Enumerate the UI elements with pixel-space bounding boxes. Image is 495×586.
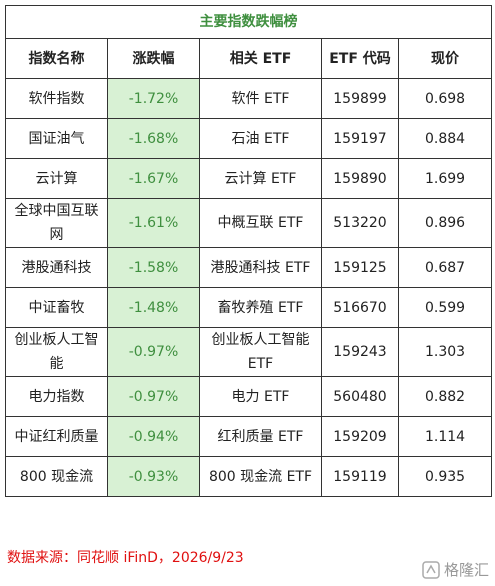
cell: 159209 [321,416,399,457]
cell: 云计算 [5,158,108,199]
cell: 0.599 [397,287,493,328]
cell: 石油 ETF [199,118,322,159]
cell: 159197 [321,118,399,159]
cell: 159243 [321,327,399,377]
source-note: 数据来源：同花顺 iFinD，2026/9/23 [7,550,244,566]
cell: 国证油气 [5,118,108,159]
data-row: 中证畜牧 -1.48% 畜牧养殖 ETF 516670 0.599 [5,287,493,328]
cell: 红利质量 ETF [199,416,322,457]
change-cell: -1.67% [107,158,200,199]
cell: 创业板人工智能 ETF [199,327,322,377]
cell: 软件 ETF [199,78,322,119]
data-row: 电力指数 -0.97% 电力 ETF 560480 0.882 [5,376,493,417]
change-cell: -1.72% [107,78,200,119]
cell: 159119 [321,456,399,497]
watermark-text: 格隆汇 [443,561,489,579]
cell: 1.114 [397,416,493,457]
cell: 800 现金流 ETF [199,456,322,497]
cell: 电力 ETF [199,376,322,417]
cell: 电力指数 [5,376,108,417]
data-row: 创业板人工智能 -0.97% 创业板人工智能 ETF 159243 1.303 [5,327,493,377]
watermark: 格隆汇 [422,559,489,580]
cell: 560480 [321,376,399,417]
header-cell: 涨跌幅 [107,38,200,79]
cell: 港股通科技 [5,247,108,288]
cell: 中证红利质量 [5,416,108,457]
cell: 0.896 [397,198,493,248]
table: 主要指数跌幅榜 指数名称 涨跌幅 相关 ETF ETF 代码 现价 软件指数 -1.72% 软件… [4,5,493,497]
header-cell: 指数名称 [5,38,108,79]
header-row: 指数名称 涨跌幅 相关 ETF ETF 代码 现价 [5,38,493,79]
change-cell: -0.97% [107,376,200,417]
change-cell: -1.61% [107,198,200,248]
cell: 0.698 [397,78,493,119]
change-cell: -1.58% [107,247,200,288]
cell: 1.303 [397,327,493,377]
header-cell: ETF 代码 [321,38,399,79]
data-row: 中证红利质量 -0.94% 红利质量 ETF 159209 1.114 [5,416,493,457]
watermark-icon [422,560,440,579]
cell: 云计算 ETF [199,158,322,199]
data-row: 全球中国互联网 -1.61% 中概互联 ETF 513220 0.896 [5,198,493,248]
cell: 0.687 [397,247,493,288]
cell: 中概互联 ETF [199,198,322,248]
change-cell: -1.48% [107,287,200,328]
cell: 全球中国互联网 [5,198,108,248]
data-row: 软件指数 -1.72% 软件 ETF 159899 0.698 [5,78,493,119]
change-cell: -0.93% [107,456,200,497]
data-row: 800 现金流 -0.93% 800 现金流 ETF 159119 0.935 [5,456,493,497]
cell: 800 现金流 [5,456,108,497]
cell: 1.699 [397,158,493,199]
data-row: 国证油气 -1.68% 石油 ETF 159197 0.884 [5,118,493,159]
cell: 159890 [321,158,399,199]
data-row: 港股通科技 -1.58% 港股通科技 ETF 159125 0.687 [5,247,493,288]
cell: 513220 [321,198,399,248]
title-row: 主要指数跌幅榜 [4,5,493,39]
table-title: 主要指数跌幅榜 [4,5,493,39]
cell: 软件指数 [5,78,108,119]
cell: 516670 [321,287,399,328]
header-cell: 相关 ETF [199,38,322,79]
cell: 畜牧养殖 ETF [199,287,322,328]
cell: 中证畜牧 [5,287,108,328]
cell: 创业板人工智能 [5,327,108,377]
cell: 0.882 [397,376,493,417]
table-container: 主要指数跌幅榜 指数名称 涨跌幅 相关 ETF ETF 代码 现价 软件指数 -1.72% 软件… [4,5,493,497]
cell: 港股通科技 ETF [199,247,322,288]
cell: 0.884 [397,118,493,159]
change-cell: -0.97% [107,327,200,377]
cell: 159125 [321,247,399,288]
data-row: 云计算 -1.67% 云计算 ETF 159890 1.699 [5,158,493,199]
change-cell: -1.68% [107,118,200,159]
cell: 0.935 [397,456,493,497]
header-cell: 现价 [397,38,493,79]
change-cell: -0.94% [107,416,200,457]
cell: 159899 [321,78,399,119]
